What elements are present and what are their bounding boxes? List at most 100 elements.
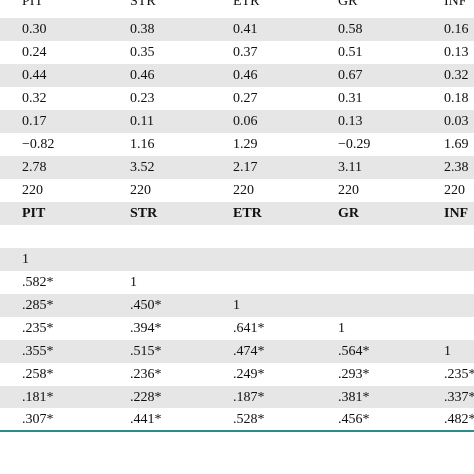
table-cell: 1.16 [130, 137, 155, 152]
table-cell: .337* [444, 390, 474, 405]
table-cell: .235* [22, 321, 54, 336]
table-row: 1 [0, 248, 474, 271]
table-cell: 0.17 [22, 114, 47, 129]
header-cell: ETR [233, 206, 262, 221]
table-row: .285* .450* 1 [0, 294, 474, 317]
table-cell: 2.17 [233, 160, 258, 175]
table-cell: 1 [130, 275, 137, 290]
table-cell: .249* [233, 367, 265, 382]
table-cell: 0.27 [233, 91, 258, 106]
table-cell: 2.78 [22, 160, 47, 175]
table-cell: 0.13 [338, 114, 363, 129]
table-cell: .236* [130, 367, 162, 382]
table-row: 0.30 0.38 0.41 0.58 0.16 [0, 18, 474, 41]
table-cell: .456* [338, 412, 370, 427]
table-row: 0.44 0.46 0.46 0.67 0.32 [0, 64, 474, 87]
table-row: −0.82 1.16 1.29 −0.29 1.69 [0, 133, 474, 156]
table-row [0, 225, 474, 248]
table-cell: −0.29 [338, 137, 371, 152]
table-cell: 0.35 [130, 45, 155, 60]
bottom-rule [0, 430, 474, 432]
table-cell: .228* [130, 390, 162, 405]
table-cell: .285* [22, 298, 54, 313]
table-row: .258* .236* .249* .293* .235* [0, 363, 474, 386]
table-cell: .641* [233, 321, 265, 336]
table-cell: 220 [338, 183, 359, 198]
table-row: .582* 1 [0, 271, 474, 294]
header-cell: PIT [22, 206, 46, 221]
table-cell: 0.06 [233, 114, 258, 129]
table-cell: 1 [338, 321, 345, 336]
table-cell: .482* [444, 412, 474, 427]
table-cell: .293* [338, 367, 370, 382]
table-cell: 220 [444, 183, 465, 198]
table-cell: 1 [233, 298, 240, 313]
header-cell: GR [338, 206, 359, 221]
table-cell: 0.46 [233, 68, 258, 83]
table-cell: 2.38 [444, 160, 469, 175]
table-cell: 1 [22, 252, 29, 267]
header-cell: INF [444, 0, 467, 9]
table-cell: 0.13 [444, 45, 469, 60]
table-cell: .355* [22, 344, 54, 359]
table-cell: 3.11 [338, 160, 362, 175]
table-cell: 220 [22, 183, 43, 198]
table-cell: .181* [22, 390, 54, 405]
header-cell: STR [130, 206, 158, 221]
table-cell: 1.69 [444, 137, 469, 152]
table-cell: .528* [233, 412, 265, 427]
table-cell: .474* [233, 344, 265, 359]
table-cell: 0.44 [22, 68, 47, 83]
header-cell: GR [338, 0, 358, 9]
table-cell: .582* [22, 275, 54, 290]
table-row: .181* .228* .187* .381* .337* [0, 386, 474, 409]
table-cell: 220 [130, 183, 151, 198]
table-cell: .235* [444, 367, 474, 382]
table-cell: 0.41 [233, 22, 258, 37]
table-cell: .450* [130, 298, 162, 313]
table-cell: 0.38 [130, 22, 155, 37]
table-cell: .258* [22, 367, 54, 382]
table-row: .355* .515* .474* .564* 1 [0, 340, 474, 363]
table-cell: 0.11 [130, 114, 154, 129]
table-cell: 0.16 [444, 22, 469, 37]
table-row: 0.32 0.23 0.27 0.31 0.18 [0, 87, 474, 110]
table-cell: 0.32 [22, 91, 47, 106]
table-cell: 3.52 [130, 160, 155, 175]
table-row: 0.24 0.35 0.37 0.51 0.13 [0, 41, 474, 64]
table-row: 220 220 220 220 220 [0, 179, 474, 202]
table-cell: −0.82 [22, 137, 55, 152]
header-cell: ETR [233, 0, 260, 9]
table-row: 2.78 3.52 2.17 3.11 2.38 [0, 156, 474, 179]
header-cell: INF [444, 206, 469, 221]
table-cell: 0.46 [130, 68, 155, 83]
table-cell: 0.03 [444, 114, 469, 129]
header-cell: PIT [22, 0, 43, 9]
header-cell: STR [130, 0, 156, 9]
table-row: .235* .394* .641* 1 [0, 317, 474, 340]
table-cell: 0.32 [444, 68, 469, 83]
table-header-row: PIT STR ETR GR INF [0, 0, 474, 13]
table-cell: 1.29 [233, 137, 258, 152]
table-row: .307* .441* .528* .456* .482* [0, 408, 474, 431]
table-cell: 0.67 [338, 68, 363, 83]
table-cell: .441* [130, 412, 162, 427]
table-cell: 0.37 [233, 45, 258, 60]
table-cell: 1 [444, 344, 451, 359]
table-cell: 0.24 [22, 45, 47, 60]
table-cell: .187* [233, 390, 265, 405]
table-cell: .515* [130, 344, 162, 359]
table-cell: 0.51 [338, 45, 363, 60]
table-cell: 0.58 [338, 22, 363, 37]
table-cell: 0.31 [338, 91, 363, 106]
correlation-header-row: PIT STR ETR GR INF [0, 202, 474, 225]
table-cell: 0.23 [130, 91, 155, 106]
table-cell: .564* [338, 344, 370, 359]
table-row: 0.17 0.11 0.06 0.13 0.03 [0, 110, 474, 133]
table-cell: 220 [233, 183, 254, 198]
table-cell: 0.30 [22, 22, 47, 37]
table-cell: .394* [130, 321, 162, 336]
table-cell: .307* [22, 412, 54, 427]
table-cell: .381* [338, 390, 370, 405]
